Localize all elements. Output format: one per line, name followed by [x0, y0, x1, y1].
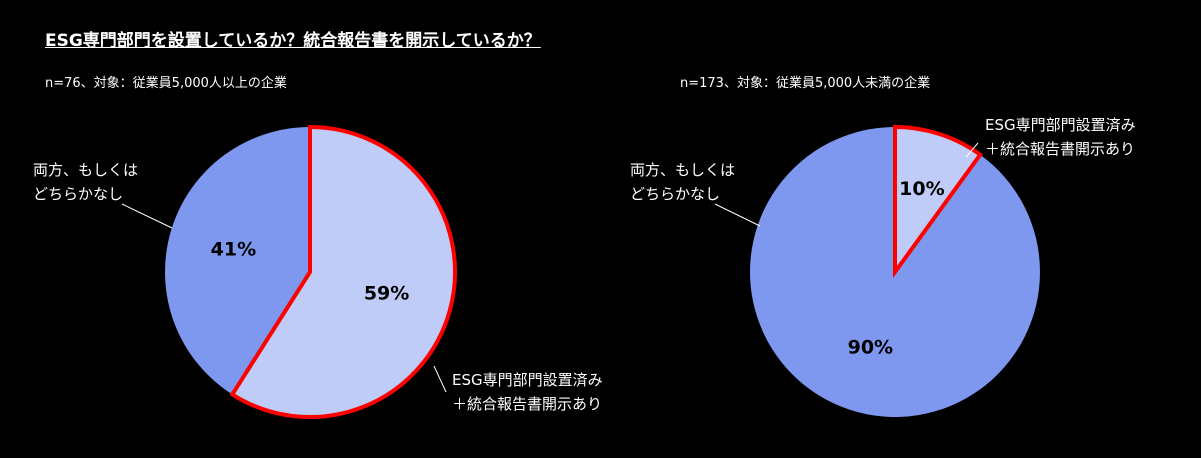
subtitle: n=173、対象：従業員5,000人未満の企業	[680, 76, 931, 91]
pie-slice	[893, 124, 984, 279]
leader-line	[714, 203, 761, 227]
value-label: 90%	[848, 336, 893, 358]
category-label: 両方、もしくは どちらかなし	[33, 161, 139, 203]
leader-line	[433, 365, 447, 393]
title: ESG専門部門を設置しているか？統合報告書を開示しているか？	[45, 31, 541, 51]
value-label: 59%	[364, 283, 409, 305]
subtitle: n=76、対象：従業員5,000人以上の企業	[45, 76, 287, 91]
category-label: ESG専門部門設置済み ＋統合報告書開示あり	[985, 116, 1136, 158]
value-label: 41%	[211, 238, 256, 260]
category-label: ESG専門部門設置済み ＋統合報告書開示あり	[452, 371, 603, 413]
leader-line	[965, 142, 979, 158]
value-label: 10%	[899, 178, 944, 200]
category-label: 両方、もしくは どちらかなし	[630, 161, 736, 203]
pie-slice	[229, 124, 457, 419]
leader-line	[121, 203, 173, 229]
